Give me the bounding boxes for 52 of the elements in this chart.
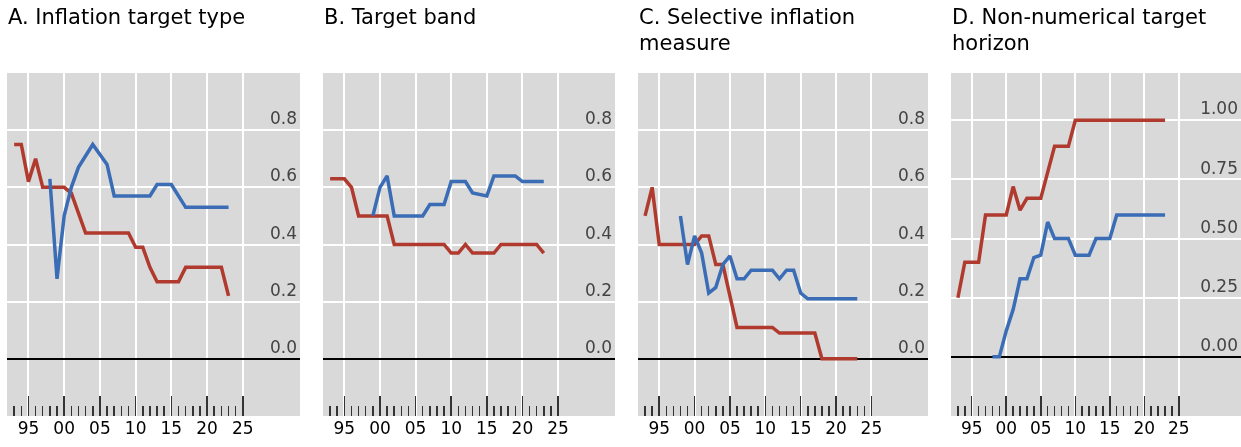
y-tick-label: 0.00 [1200,334,1238,355]
y-tick-label: 0.4 [584,222,612,243]
x-tick-label: 05 [404,418,427,438]
y-tick-label: 0.0 [584,336,612,357]
x-tick-label: 20 [825,418,847,438]
x-tick-label: 05 [719,418,741,438]
x-tick-label: 25 [232,418,254,438]
x-tick-label: 25 [1168,418,1190,438]
x-tick-label: 10 [124,418,147,438]
y-tick-label: 0.8 [269,108,297,129]
x-tick-label: 95 [648,418,671,438]
x-tick-label: 20 [1133,418,1156,438]
y-tick-label: 0.50 [1200,216,1238,237]
y-tick-label: 0.25 [1200,275,1238,296]
y-tick-label: 0.8 [897,108,925,129]
y-tick-label: 0.4 [897,222,925,243]
x-tick-label: 05 [1029,418,1052,438]
y-tick-label: 0.2 [897,279,925,300]
y-tick-label: 0.8 [584,108,612,129]
y-tick-label: 1.00 [1200,98,1238,119]
x-tick-label: 95 [333,418,356,438]
x-tick-label: 95 [17,418,40,438]
chart-title: D. Non-numerical target horizon [952,4,1208,56]
x-tick-label: 10 [754,418,777,438]
x-tick-label: 00 [995,418,1018,438]
x-tick-label: 15 [1098,418,1121,438]
x-tick-label: 10 [440,418,463,438]
x-tick-label: 25 [547,418,569,438]
x-tick-label: 10 [1064,418,1087,438]
y-tick-label: 0.75 [1200,157,1238,178]
y-tick-label: 0.2 [269,279,297,300]
x-tick-label: 00 [53,418,75,438]
chart-title: A. Inflation target type [8,4,247,30]
y-tick-label: 0.0 [897,336,925,357]
x-tick-label: 00 [369,418,391,438]
x-tick-label: 00 [683,418,706,438]
x-tick-label: 05 [89,418,111,438]
x-tick-label: 15 [160,418,183,438]
y-tick-label: 0.0 [269,336,297,357]
y-tick-label: 0.4 [269,222,297,243]
x-tick-label: 15 [789,418,812,438]
x-tick-label: 25 [860,418,883,438]
y-tick-label: 0.6 [897,165,925,186]
y-tick-label: 0.2 [584,279,612,300]
chart-title: C. Selective inflation measure [639,4,857,56]
x-tick-label: 15 [475,418,498,438]
x-tick-label: 20 [196,418,218,438]
chart-title: B. Target band [324,4,478,30]
y-tick-label: 0.6 [584,165,612,186]
x-tick-label: 95 [960,418,983,438]
y-tick-label: 0.6 [269,165,297,186]
x-tick-label: 20 [511,418,534,438]
